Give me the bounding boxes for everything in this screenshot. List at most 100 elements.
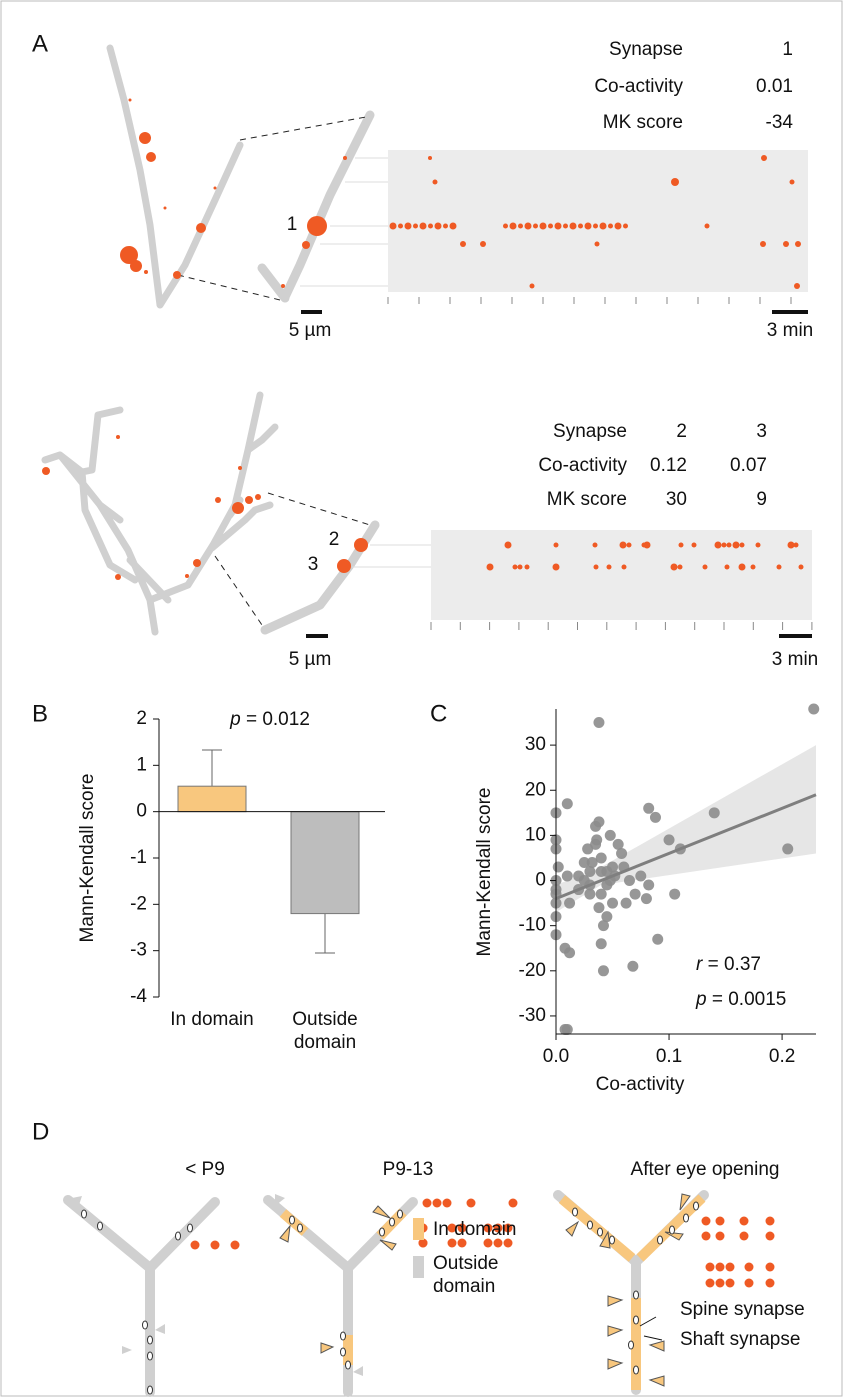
annotation: p = 0.0015 (695, 989, 786, 1010)
raster-event (517, 564, 523, 570)
y-tick-label: 2 (136, 708, 147, 729)
point (782, 843, 794, 855)
raster-event (578, 223, 583, 229)
point (623, 875, 635, 887)
event-dot (705, 1262, 715, 1272)
raster-event (726, 542, 732, 548)
synapse (379, 1227, 385, 1237)
raster-event (776, 564, 782, 570)
raster-event (760, 241, 766, 247)
legend-label: Outside domain (433, 1253, 499, 1297)
event-dot (493, 1238, 503, 1248)
raster-event (584, 222, 592, 230)
synapse-label: 3 (308, 554, 319, 575)
synapse (297, 1223, 303, 1233)
event-dot (466, 1198, 476, 1208)
event-dot (715, 1231, 725, 1241)
raster-event (761, 155, 767, 161)
raster-bottom (430, 541, 813, 630)
stage-title: < P9 (185, 1159, 225, 1180)
raster-event (512, 564, 518, 570)
synapse (657, 1235, 663, 1245)
point (597, 920, 609, 932)
raster-event (670, 563, 678, 571)
annotation: p = 0.012 (229, 709, 310, 730)
panel-label: B (32, 700, 48, 727)
point (584, 888, 596, 900)
synapse (669, 1225, 675, 1235)
y-axis-label: Mann-Kendall score (77, 774, 98, 943)
table-label: Co-activity (594, 76, 683, 97)
raster-event (714, 541, 722, 549)
table-value: 0.12 (650, 455, 687, 476)
synapse (175, 1231, 181, 1241)
raster-event (518, 223, 523, 229)
event-dot (715, 1216, 725, 1226)
table-value: 0.07 (730, 455, 767, 476)
raster-event (671, 178, 679, 186)
event-dot (701, 1216, 711, 1226)
synapse (187, 1223, 193, 1233)
stage-title: P9-13 (383, 1159, 434, 1180)
synapse (147, 1335, 153, 1345)
point (607, 897, 619, 909)
raster-event (787, 541, 795, 549)
legend-label: In domain (433, 1219, 517, 1240)
event-dot (503, 1223, 513, 1233)
table-value: 2 (676, 421, 687, 442)
raster-event (592, 542, 598, 548)
synapse (147, 1351, 153, 1361)
synapse (609, 1235, 615, 1245)
raster-event (413, 223, 418, 229)
raster-event (419, 222, 427, 230)
y-tick-label: -1 (130, 847, 147, 868)
scale-label: 5 µm (289, 320, 332, 341)
raster-event (608, 223, 613, 229)
y-tick-label: 10 (525, 824, 546, 845)
raster-event (404, 222, 412, 230)
schematic (63, 1190, 775, 1397)
point (643, 802, 655, 814)
table-label: Synapse (609, 39, 683, 60)
event-dot (725, 1262, 735, 1272)
event-dot (457, 1223, 467, 1233)
point (669, 888, 681, 900)
y-axis-label: Mann-Kendall score (474, 788, 495, 957)
synapse (397, 1209, 403, 1219)
point (586, 856, 598, 868)
point (552, 861, 564, 873)
annotation: r = 0.37 (696, 954, 761, 975)
raster-event (428, 223, 433, 229)
y-tick-label: -2 (130, 893, 147, 914)
x-tick-label: In domain (170, 1009, 254, 1030)
table-value: 30 (666, 489, 687, 510)
raster-event (732, 541, 740, 549)
event-dot (701, 1231, 711, 1241)
raster-event (738, 563, 746, 571)
raster-event (789, 179, 795, 185)
x-tick-label: 0.2 (769, 1046, 795, 1067)
synapse (142, 1320, 148, 1330)
point (593, 902, 605, 914)
table-value: 0.01 (756, 76, 793, 97)
raster-event (643, 541, 651, 549)
point (578, 856, 590, 868)
table-value: 9 (756, 489, 767, 510)
point (597, 965, 609, 977)
point (578, 875, 590, 887)
y-tick-label: -30 (519, 1005, 546, 1026)
raster-event (443, 223, 448, 229)
raster-event (594, 241, 600, 247)
raster-event (704, 223, 710, 229)
event-dot (483, 1223, 493, 1233)
raster-event (509, 222, 517, 230)
raster-event (619, 541, 627, 549)
synapse-label: 2 (329, 529, 340, 550)
raster-event (428, 156, 432, 160)
synapse (597, 1227, 603, 1237)
synapse-label: 1 (287, 214, 298, 235)
raster-event (563, 223, 568, 229)
